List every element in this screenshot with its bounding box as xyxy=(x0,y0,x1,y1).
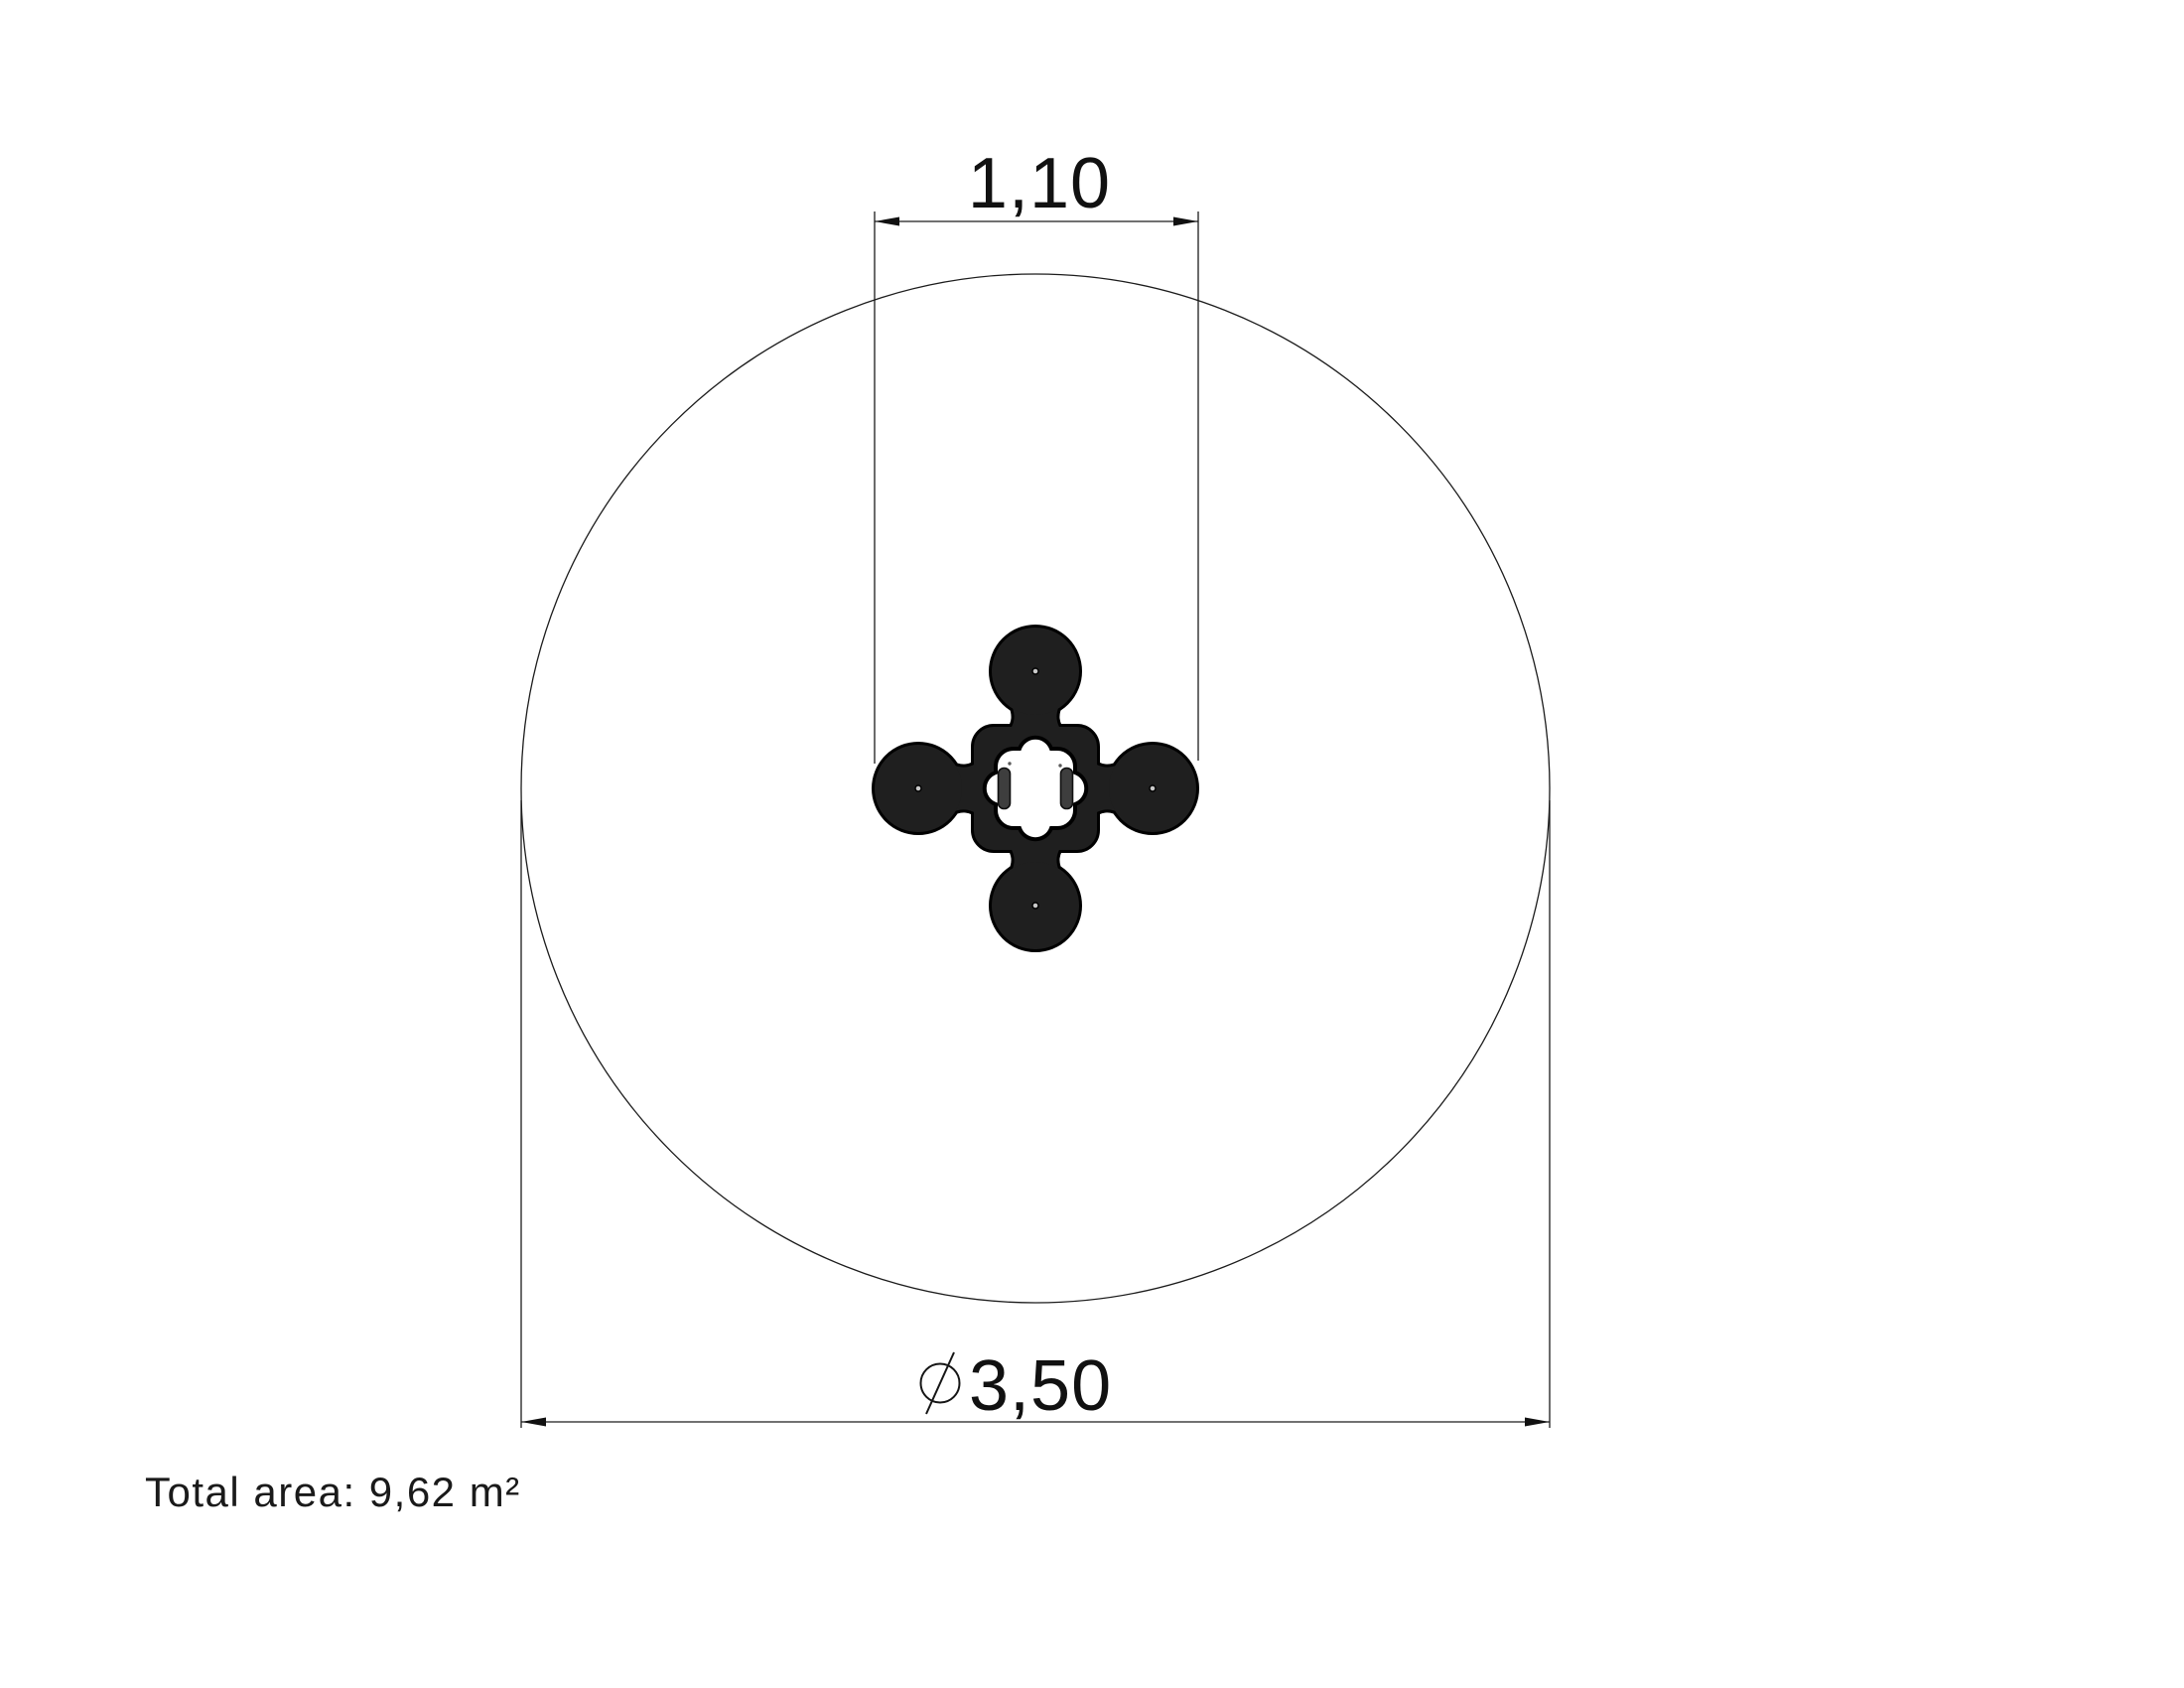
dimension-diameter: 3,50 xyxy=(520,800,1551,1428)
seat-bolt-east xyxy=(1149,784,1157,792)
seat-bolt-north xyxy=(1031,667,1039,675)
arrowhead-right-icon xyxy=(1525,1417,1550,1427)
equipment-top-view xyxy=(875,628,1196,949)
dimension-width: 1,10 xyxy=(874,144,1199,764)
plate-pin-right xyxy=(1058,764,1062,768)
arrowhead-left-icon xyxy=(875,216,899,226)
dimension-width-label: 1,10 xyxy=(968,144,1111,223)
handle-slot-left xyxy=(997,767,1012,810)
safety-area-circle xyxy=(520,273,1551,1304)
dimension-diameter-label: 3,50 xyxy=(969,1346,1112,1426)
plate-pin-left xyxy=(1008,762,1012,766)
arrowhead-left-icon xyxy=(521,1417,546,1427)
handle-slot-right xyxy=(1059,767,1074,810)
diameter-sign-icon xyxy=(919,1351,961,1415)
seat-bolt-south xyxy=(1031,902,1039,910)
arrowhead-right-icon xyxy=(1173,216,1198,226)
seat-bolt-west xyxy=(914,784,922,792)
total-area-label: Total area: 9,62 m² xyxy=(145,1469,521,1515)
